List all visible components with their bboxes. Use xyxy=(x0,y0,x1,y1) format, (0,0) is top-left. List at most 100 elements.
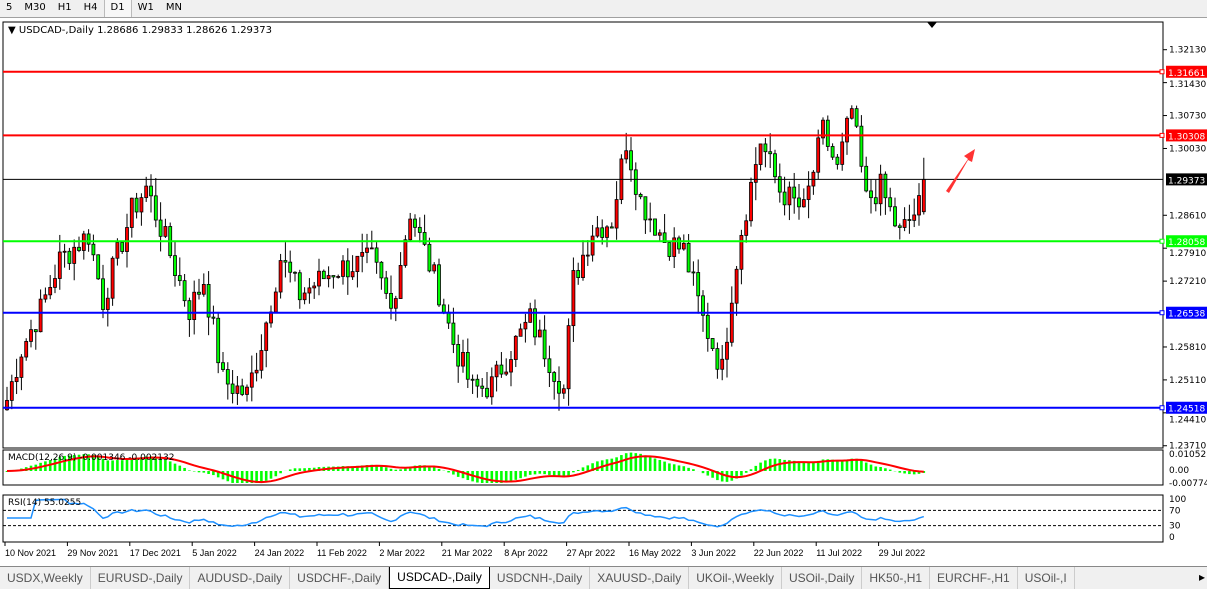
candle xyxy=(379,261,384,279)
candle xyxy=(206,284,211,318)
macd-bar xyxy=(264,471,268,481)
candle xyxy=(864,165,869,192)
line-anchor-handle[interactable] xyxy=(1159,132,1165,138)
price-label-bg xyxy=(1166,129,1207,142)
candle xyxy=(595,227,600,237)
candle xyxy=(249,372,254,388)
macd-bar xyxy=(164,459,167,471)
rsi-line xyxy=(7,498,925,528)
timeframe-toolbar: 5 M30 H1 H4 D1 W1 MN xyxy=(0,0,1207,18)
chart-tab[interactable]: XAUUSD-,Daily xyxy=(590,567,690,589)
candle xyxy=(192,291,197,320)
chart-tab[interactable]: USDCHF-,Daily xyxy=(290,567,390,589)
candle xyxy=(187,300,192,320)
chart-tab[interactable]: HK50-,H1 xyxy=(862,567,931,589)
chart-tab[interactable]: USOil-,Daily xyxy=(782,567,863,589)
candle xyxy=(888,197,893,208)
candle xyxy=(48,287,53,296)
candle xyxy=(825,119,830,147)
candle xyxy=(897,225,902,228)
timeframe-h4[interactable]: H4 xyxy=(83,2,98,13)
chart-window[interactable]: 1.32130 1.31430 1.30730 1.30030 1.28610 1.279… xyxy=(0,19,1207,564)
candle xyxy=(86,233,91,245)
macd-bar xyxy=(456,471,460,477)
candle xyxy=(389,292,393,309)
rsi-pane-frame xyxy=(2,494,1164,543)
candle xyxy=(470,378,475,381)
candle xyxy=(528,308,533,323)
macd-bar xyxy=(639,453,642,471)
macd-bar xyxy=(399,469,402,471)
chart-tab[interactable]: AUDUSD-,Daily xyxy=(190,567,291,589)
candle xyxy=(24,341,29,358)
macd-bar xyxy=(125,459,129,471)
macd-tick-label: 0.00 xyxy=(1169,466,1189,476)
macd-bar xyxy=(692,469,695,471)
candle xyxy=(153,195,158,221)
candle xyxy=(72,246,77,264)
candle xyxy=(878,173,883,205)
timeframe-5[interactable]: 5 xyxy=(6,2,13,13)
candle xyxy=(53,278,57,288)
candle xyxy=(643,196,648,221)
macd-bar xyxy=(111,460,114,471)
timeframe-m30[interactable]: M30 xyxy=(24,2,46,13)
line-anchor-handle[interactable] xyxy=(1159,405,1165,411)
chart-tab[interactable]: EURCHF-,H1 xyxy=(930,567,1018,589)
macd-bar xyxy=(168,461,172,471)
macd-bar xyxy=(365,465,369,471)
line-anchor-handle[interactable] xyxy=(1159,238,1165,244)
timeframe-w1[interactable]: W1 xyxy=(137,2,154,13)
chart-header: ▼ USDCAD-,Daily 1.28686 1.29833 1.28626 … xyxy=(8,25,272,36)
chart-tab[interactable]: USOil-,I xyxy=(1018,567,1075,589)
chart-tab[interactable]: USDX,Weekly xyxy=(0,567,91,589)
macd-bar xyxy=(816,460,820,471)
line-anchor-handle[interactable] xyxy=(1159,69,1165,75)
macd-bar xyxy=(778,459,782,471)
candle xyxy=(326,275,331,280)
candle xyxy=(739,234,744,270)
macd-bar xyxy=(860,460,863,471)
macd-bar xyxy=(466,471,470,481)
candle xyxy=(115,242,120,259)
macd-bar xyxy=(687,467,690,471)
macd-bar xyxy=(879,467,882,471)
candle xyxy=(182,280,187,302)
macd-tick-label: -0.00774 xyxy=(1169,479,1207,489)
chart-tab[interactable]: USDCNH-,Daily xyxy=(490,567,591,589)
candle xyxy=(336,276,341,278)
candle xyxy=(341,260,345,277)
candle xyxy=(566,325,571,390)
chart-tab[interactable]: USDCAD-,Daily xyxy=(389,567,490,589)
macd-bar xyxy=(917,471,921,474)
macd-bar xyxy=(903,471,906,474)
tabs-scroll-right-icon[interactable]: ▸ xyxy=(1198,570,1205,584)
candle xyxy=(369,247,374,250)
candle xyxy=(624,150,629,160)
macd-bar xyxy=(293,468,297,471)
macd-bar xyxy=(826,459,830,471)
macd-bar xyxy=(418,465,422,471)
chart-tab[interactable]: UKOil-,Weekly xyxy=(689,567,783,589)
candle xyxy=(581,254,585,278)
line-anchor-handle[interactable] xyxy=(1159,310,1165,316)
macd-bar xyxy=(884,468,887,471)
timeframe-mn[interactable]: MN xyxy=(165,2,182,13)
price-label: 1.24518 xyxy=(1168,405,1205,415)
candle xyxy=(758,143,763,165)
macd-bar xyxy=(821,459,825,471)
macd-bar xyxy=(716,471,719,481)
candle xyxy=(230,383,235,394)
macd-bar xyxy=(711,471,714,478)
candle xyxy=(345,260,350,278)
macd-bar xyxy=(533,471,537,475)
macd-bar xyxy=(140,457,143,471)
chart-tab[interactable]: EURUSD-,Daily xyxy=(91,567,191,589)
collapse-triangle-icon[interactable]: ▼ xyxy=(8,25,16,36)
macd-bar xyxy=(452,471,455,475)
timeframe-h1[interactable]: H1 xyxy=(57,2,72,13)
macd-bar xyxy=(629,452,633,471)
timeframe-d1[interactable]: D1 xyxy=(103,0,132,17)
candle xyxy=(360,252,365,257)
chart-canvas[interactable]: 1.32130 1.31430 1.30730 1.30030 1.28610 1.279… xyxy=(0,19,1207,564)
